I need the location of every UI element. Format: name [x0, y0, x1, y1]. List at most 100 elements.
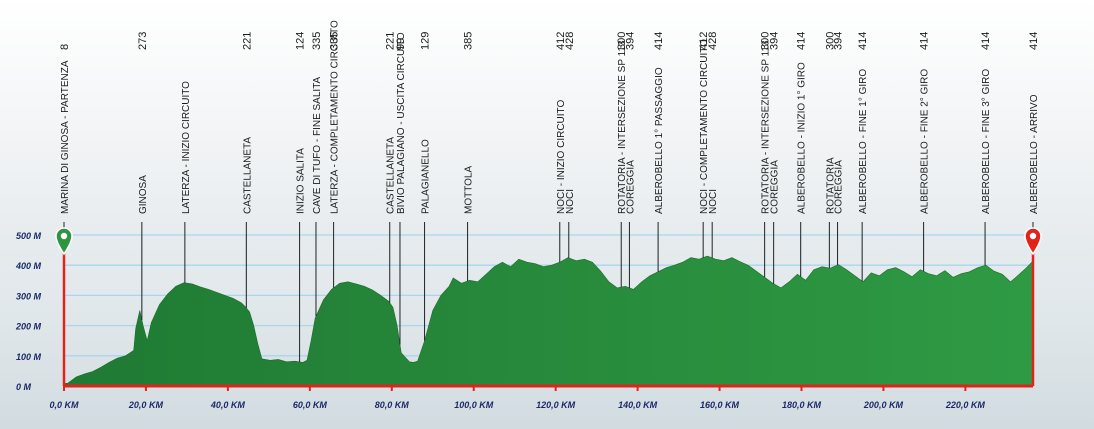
- marker-label: CASTELLANETA: [386, 137, 397, 214]
- marker-label: NOCI: [565, 189, 576, 214]
- marker: NOCI 428: [564, 32, 576, 258]
- start-pin-icon: [55, 227, 73, 256]
- x-tick-label: 220,0 KM: [945, 400, 986, 410]
- x-tick-label: 0,0 KM: [49, 400, 79, 410]
- y-tick-label: 100 M: [16, 352, 42, 362]
- marker-altitude: 412: [698, 32, 710, 50]
- marker-label: ROTATORIA: [825, 157, 836, 214]
- marker-altitude: 394: [624, 32, 636, 50]
- marker-label: COREGGIA: [770, 160, 781, 214]
- y-tick-label: 300 M: [16, 291, 42, 301]
- marker-altitude: 221: [385, 32, 397, 50]
- marker-label: CASTELLANETA: [242, 137, 253, 214]
- marker-label: PALAGIANELLO: [421, 139, 432, 214]
- marker-label: ROTATORIA - INTERSEZIONE SP 113: [617, 40, 628, 214]
- marker-label: BIVIO PALAGIANO - USCITA CIRCUITO: [396, 32, 407, 214]
- marker-label: ROTATORIA - INTERSEZIONE SP 113: [761, 40, 772, 214]
- marker: CAVE DI TUFO - FINE SALITA 335: [311, 32, 323, 317]
- x-tick-label: 200,0 KM: [863, 400, 904, 410]
- marker-altitude: 124: [295, 32, 307, 50]
- marker-altitude: 8: [59, 44, 71, 50]
- marker-altitude: 129: [420, 32, 432, 50]
- marker-altitude: 414: [980, 32, 992, 50]
- marker-altitude: 414: [1028, 32, 1040, 50]
- marker-altitude: 414: [919, 32, 931, 50]
- marker-label: CAVE DI TUFO - FINE SALITA: [312, 76, 323, 214]
- marker: INIZIO SALITA 124: [295, 32, 307, 362]
- x-tick-label: 100,0 KM: [454, 400, 494, 410]
- marker: NOCI - INIZIO CIRCUITO 412: [555, 32, 567, 263]
- marker: GINOSA 273: [137, 32, 149, 320]
- marker: MOTTOLA 385: [463, 32, 475, 282]
- marker: ALBEROBELLO 1° PASSAGGIO 414: [653, 32, 665, 272]
- marker: COREGGIA 394: [624, 32, 636, 288]
- marker-label: MARINA DI GINOSA - PARTENZA: [60, 60, 71, 214]
- marker: ROTATORIA 300: [824, 32, 836, 269]
- marker-altitude: 428: [707, 32, 719, 50]
- marker-altitude: 414: [796, 32, 808, 50]
- marker: CASTELLANETA 221: [241, 32, 253, 308]
- marker-altitude: 300: [824, 32, 836, 50]
- elevation-area: [63, 255, 1034, 387]
- x-tick-label: 140,0 KM: [618, 400, 658, 410]
- x-tick-label: 60,0 KM: [293, 400, 328, 410]
- y-tick-label: 500 M: [16, 231, 42, 241]
- marker-label: MOTTOLA: [464, 166, 475, 214]
- y-tick-label: 0 M: [16, 382, 32, 392]
- marker: ALBEROBELLO - FINE 1° GIRO 414: [857, 32, 869, 282]
- x-tick-label: 160,0 KM: [700, 400, 740, 410]
- marker-altitude: 335: [311, 32, 323, 50]
- marker-altitude: 385: [463, 32, 475, 50]
- marker-altitude: 273: [137, 32, 149, 50]
- marker-altitude: 394: [833, 32, 845, 50]
- marker: ALBEROBELLO - FINE 2° GIRO 414: [919, 32, 931, 272]
- x-tick-label: 120,0 KM: [536, 400, 576, 410]
- marker: LATERZA - INIZIO CIRCUITO: [181, 81, 192, 283]
- x-tick-label: 20,0 KM: [128, 400, 164, 410]
- y-tick-label: 200 M: [15, 322, 42, 332]
- marker-label: ALBEROBELLO - FINE 2° GIRO: [920, 69, 931, 214]
- finish-pin-icon: [1024, 227, 1042, 256]
- marker-label: ALBEROBELLO - FINE 1° GIRO: [858, 69, 869, 214]
- marker-label: NOCI: [708, 189, 719, 214]
- marker-label: NOCI - COMPLETAMENTO CIRCUITO: [699, 39, 710, 214]
- marker-altitude: 300: [760, 32, 772, 50]
- marker-label: NOCI - INIZIO CIRCUITO: [556, 100, 567, 214]
- marker: ALBEROBELLO - FINE 3° GIRO 414: [980, 32, 992, 266]
- marker-label: ALBEROBELLO - FINE 3° GIRO: [981, 69, 992, 214]
- marker: PALAGIANELLO 129: [420, 32, 432, 341]
- marker-label: GINOSA: [138, 175, 149, 214]
- marker-altitude: 99: [395, 38, 407, 50]
- marker-label: INIZIO SALITA: [296, 148, 307, 214]
- x-tick-label: 40,0 KM: [210, 400, 246, 410]
- marker-altitude: 221: [241, 32, 253, 50]
- marker: NOCI 428: [707, 32, 719, 258]
- x-tick-label: 80,0 KM: [375, 400, 410, 410]
- marker-altitude: 414: [653, 32, 665, 50]
- marker-label: COREGGIA: [834, 160, 845, 214]
- marker-altitude: 394: [769, 32, 781, 50]
- marker: ALBEROBELLO - INIZIO 1° GIRO 414: [796, 32, 808, 277]
- axes: 0 M 100 M 200 M 300 M 400 M 500 M 0,0 KM 20,0 K…: [15, 231, 1035, 410]
- marker-altitude: 428: [564, 32, 576, 50]
- marker-label: ALBEROBELLO - INIZIO 1° GIRO: [797, 62, 808, 214]
- marker-label: LATERZA - COMPLETAMENTO CIRCUITO: [330, 20, 341, 214]
- marker: COREGGIA 394: [769, 32, 781, 284]
- marker-label: LATERZA - INIZIO CIRCUITO: [181, 81, 192, 214]
- markers: MARINA DI GINOSA - PARTENZA 8 GINOSA 273 LAT…: [59, 20, 1040, 384]
- x-tick-label: 180,0 KM: [782, 400, 822, 410]
- start-finish-pins: [55, 227, 1042, 256]
- marker-altitude: 300: [616, 32, 628, 50]
- marker-altitude: 412: [555, 32, 567, 50]
- marker-label: ALBEROBELLO - ARRIVO: [1029, 94, 1040, 214]
- marker: COREGGIA 394: [833, 32, 845, 265]
- marker-altitude: 335: [329, 32, 341, 50]
- marker-label: ALBEROBELLO 1° PASSAGGIO: [654, 67, 665, 214]
